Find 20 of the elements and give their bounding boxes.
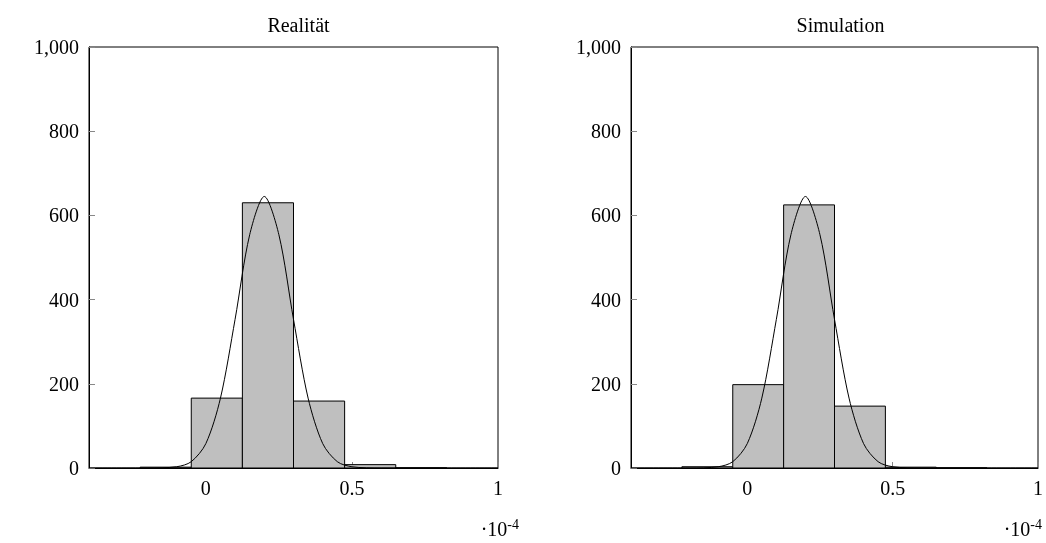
x-tick-label: 0.5: [880, 477, 906, 499]
y-tick-label: 200: [49, 372, 79, 395]
x-tick-label: 0.5: [339, 477, 365, 499]
x-tick-label: 0: [742, 477, 753, 499]
chart-title: Realität: [267, 14, 331, 36]
chart-title: Simulation: [796, 14, 885, 36]
y-tick-label: 600: [49, 204, 79, 227]
y-tick-label: 400: [591, 288, 621, 311]
y-tick-label: 800: [49, 120, 79, 143]
y-tick-label: 1,000: [576, 36, 621, 58]
y-tick-label: 800: [591, 120, 621, 143]
y-tick-label: 0: [611, 457, 621, 479]
y-tick-label: 200: [591, 372, 621, 395]
y-tick-label: 400: [49, 288, 79, 311]
x-tick-label: 1: [1033, 477, 1043, 499]
y-tick-label: 600: [591, 204, 621, 227]
x-tick-label: 0: [200, 477, 211, 499]
y-tick-label: 0: [69, 457, 79, 479]
y-tick-label: 1,000: [34, 36, 79, 58]
x-tick-label: 1: [493, 477, 503, 499]
